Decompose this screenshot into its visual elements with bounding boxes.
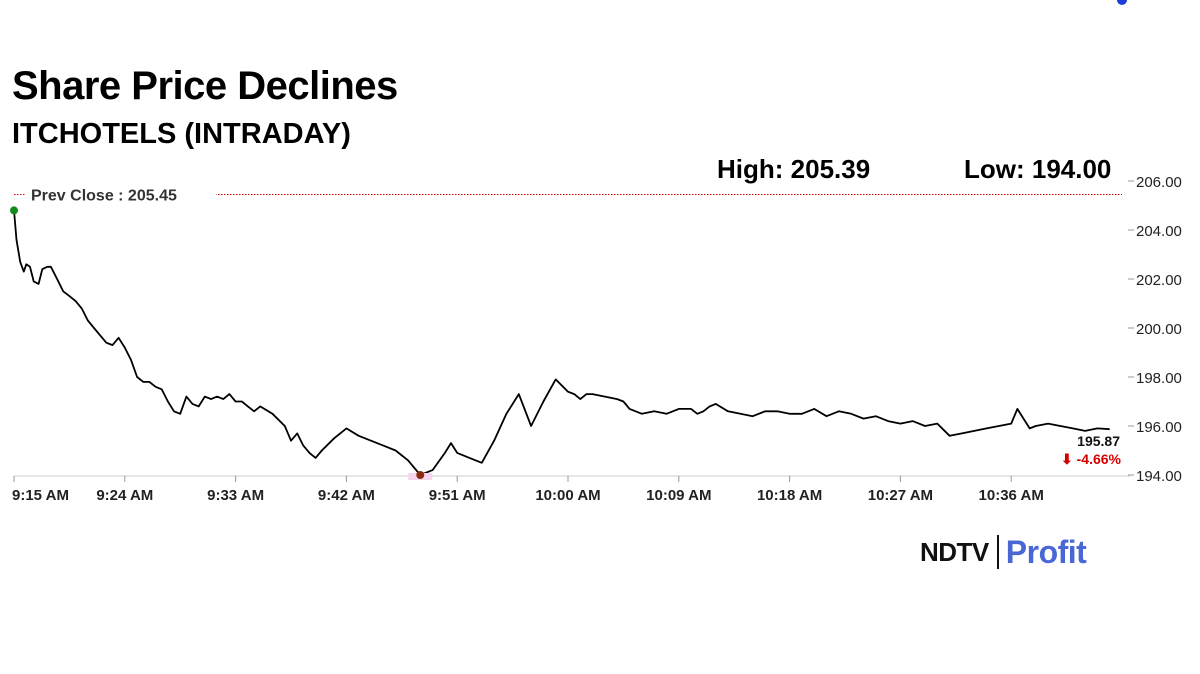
intraday-price-chart: 206.00 204.00 202.00 200.00 198.00 196.00 194.… xyxy=(10,0,1182,504)
x-tick-label: 9:24 AM xyxy=(96,487,153,504)
x-tick-label: 10:18 AM xyxy=(757,487,822,504)
y-tick-label: 198.00 xyxy=(1136,370,1182,387)
ndtv-profit-logo: NDTV Profit xyxy=(920,532,1087,572)
open-price-marker xyxy=(10,206,18,215)
last-price-label: 195.87 xyxy=(1077,433,1120,449)
low-price-label: Low: 194.00 xyxy=(964,154,1112,184)
last-price-marker xyxy=(1117,0,1127,5)
x-tick-label: 9:33 AM xyxy=(207,487,264,504)
high-price-label: High: 205.39 xyxy=(717,154,871,184)
y-tick-label: 196.00 xyxy=(1136,419,1182,436)
x-tick-label: 10:36 AM xyxy=(979,487,1044,504)
chart-subtitle: ITCHOTELS (INTRADAY) xyxy=(12,118,351,150)
x-tick-label: 10:00 AM xyxy=(535,487,600,504)
y-tick-label: 202.00 xyxy=(1136,272,1182,289)
day-low-marker xyxy=(416,471,425,479)
chart-title: Share Price Declines xyxy=(12,64,398,108)
prev-close-label: Prev Close : 205.45 xyxy=(31,187,177,204)
logo-ndtv-text: NDTV xyxy=(920,536,989,567)
x-tick-label: 9:42 AM xyxy=(318,487,375,504)
prev-close-label-bg xyxy=(26,183,216,204)
y-tick-label: 206.00 xyxy=(1136,174,1182,191)
x-tick-label: 9:15 AM xyxy=(12,487,69,504)
price-series-line xyxy=(13,210,1110,476)
x-tick-label: 10:27 AM xyxy=(868,487,933,504)
last-price-label-bg xyxy=(1056,432,1124,468)
logo-profit-text: Profit xyxy=(1005,533,1087,570)
logo-separator xyxy=(996,535,999,569)
x-tick-label: 9:51 AM xyxy=(429,487,486,504)
x-tick-label: 10:09 AM xyxy=(646,487,711,504)
y-tick-label: 204.00 xyxy=(1136,223,1182,240)
y-tick-label: 200.00 xyxy=(1136,321,1182,338)
y-tick-label: 194.00 xyxy=(1136,468,1182,485)
percent-change-label: ⬇ -4.66% xyxy=(1061,451,1122,467)
